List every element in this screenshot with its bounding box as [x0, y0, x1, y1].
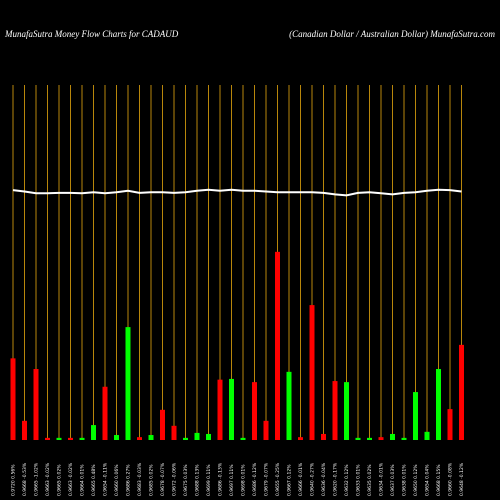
bar — [183, 437, 188, 440]
x-tick-label: 0.9686 -0.13% — [218, 462, 224, 496]
bar — [263, 420, 269, 440]
x-tick-label: 0.9654 -0.11% — [103, 462, 109, 496]
x-tick-label: 0.9686 0.27% — [126, 464, 132, 496]
bar — [56, 437, 62, 440]
x-tick-label: 0.9675 0.03% — [183, 464, 189, 496]
x-tick-label: 0.9654 0.04% — [425, 464, 431, 496]
x-tick-label: 0.9638 0.01% — [402, 464, 408, 496]
bar — [332, 381, 338, 440]
bar — [125, 327, 131, 440]
x-tick-label: 0.9688 0.13% — [195, 464, 201, 496]
bar — [309, 305, 315, 440]
bar — [298, 437, 303, 440]
bar — [367, 437, 372, 440]
bar — [240, 437, 246, 440]
x-tick-label: 0.9668 -0.53% — [22, 462, 28, 496]
x-tick-label: 0.9678 -0.07% — [160, 462, 166, 496]
chart-subtitle: (Canadian Dollar / Australian Dollar) Mu… — [289, 29, 495, 39]
x-tick-label: 0.9632 0.12% — [344, 464, 350, 496]
x-tick-label: 0.9720 0.56% — [11, 464, 17, 496]
x-tick-label: 0.9663 -0.02% — [68, 462, 74, 496]
bar — [436, 369, 441, 440]
x-tick-label: 0.9620 -0.17% — [333, 462, 339, 496]
x-tick-label: 0.9660 0.06% — [114, 464, 120, 496]
bar — [79, 437, 85, 440]
bar — [459, 344, 464, 440]
bar — [10, 358, 16, 440]
x-tick-label: 0.9635 0.02% — [367, 464, 373, 496]
x-tick-label: 0.9663 -0.02% — [45, 462, 51, 496]
x-tick-label: 0.9633 0.01% — [356, 464, 362, 496]
bar — [137, 437, 142, 440]
bar — [355, 437, 361, 440]
x-tick-label: 0.9679 -0.07% — [264, 462, 270, 496]
x-tick-label: 0.9698 0.01% — [241, 464, 247, 496]
x-tick-label: 0.9665 0.02% — [57, 464, 63, 496]
bar — [217, 379, 223, 440]
bar — [148, 435, 154, 440]
x-tick-label: 0.9655 -0.25% — [275, 462, 281, 496]
bar — [447, 409, 453, 440]
x-tick-label: 0.9667 0.12% — [287, 464, 293, 496]
money-flow-line — [12, 188, 462, 197]
bar — [229, 378, 234, 440]
bar — [424, 431, 430, 440]
bar — [194, 432, 200, 440]
x-tick-label: 0.9668 0.15% — [436, 464, 442, 496]
x-tick-label: 0.9650 0.12% — [413, 464, 419, 496]
x-tick-label: 0.9672 -0.06% — [172, 462, 178, 496]
x-tick-label: 0.9664 0.01% — [80, 464, 86, 496]
x-tick-label: 0.9699 0.11% — [206, 464, 212, 496]
bar — [160, 409, 165, 440]
x-tick-label: 0.9665 -1.02% — [34, 462, 40, 496]
bar — [378, 437, 384, 440]
x-tick-label: 0.9683 -0.03% — [137, 462, 143, 496]
x-tick-label: 0.9660 -0.08% — [448, 462, 454, 496]
x-tick-label: 0.9636 -0.04% — [321, 462, 327, 496]
bar — [171, 425, 177, 440]
x-tick-label: 0.9697 0.11% — [229, 464, 235, 496]
bar — [68, 437, 73, 440]
x-tick-label: 0.9634 -0.01% — [379, 462, 385, 496]
bar — [22, 420, 27, 440]
x-tick-label: 0.9685 0.02% — [149, 464, 155, 496]
x-tick-label: 0.9648 -0.12% — [459, 462, 465, 496]
bar — [252, 382, 257, 440]
x-tick-label: 0.9637 0.03% — [390, 464, 396, 496]
bar — [33, 369, 39, 440]
bar — [114, 435, 119, 440]
bar — [45, 437, 50, 440]
bar — [413, 392, 418, 440]
bar — [275, 251, 280, 440]
bar — [102, 386, 108, 440]
bar — [286, 371, 292, 440]
bar — [344, 382, 349, 440]
chart-title: MunafaSutra Money Flow Charts for CADAUD — [4, 29, 179, 39]
bar — [91, 425, 96, 440]
bar — [390, 433, 395, 440]
x-tick-label: 0.9666 -0.01% — [298, 462, 304, 496]
x-tick-label: 0.9686 -0.12% — [252, 462, 258, 496]
bar — [206, 433, 211, 440]
x-tick-label: 0.9665 0.48% — [91, 464, 97, 496]
bar — [401, 437, 407, 440]
bar — [321, 433, 326, 440]
x-tick-label: 0.9640 -0.27% — [310, 462, 316, 496]
